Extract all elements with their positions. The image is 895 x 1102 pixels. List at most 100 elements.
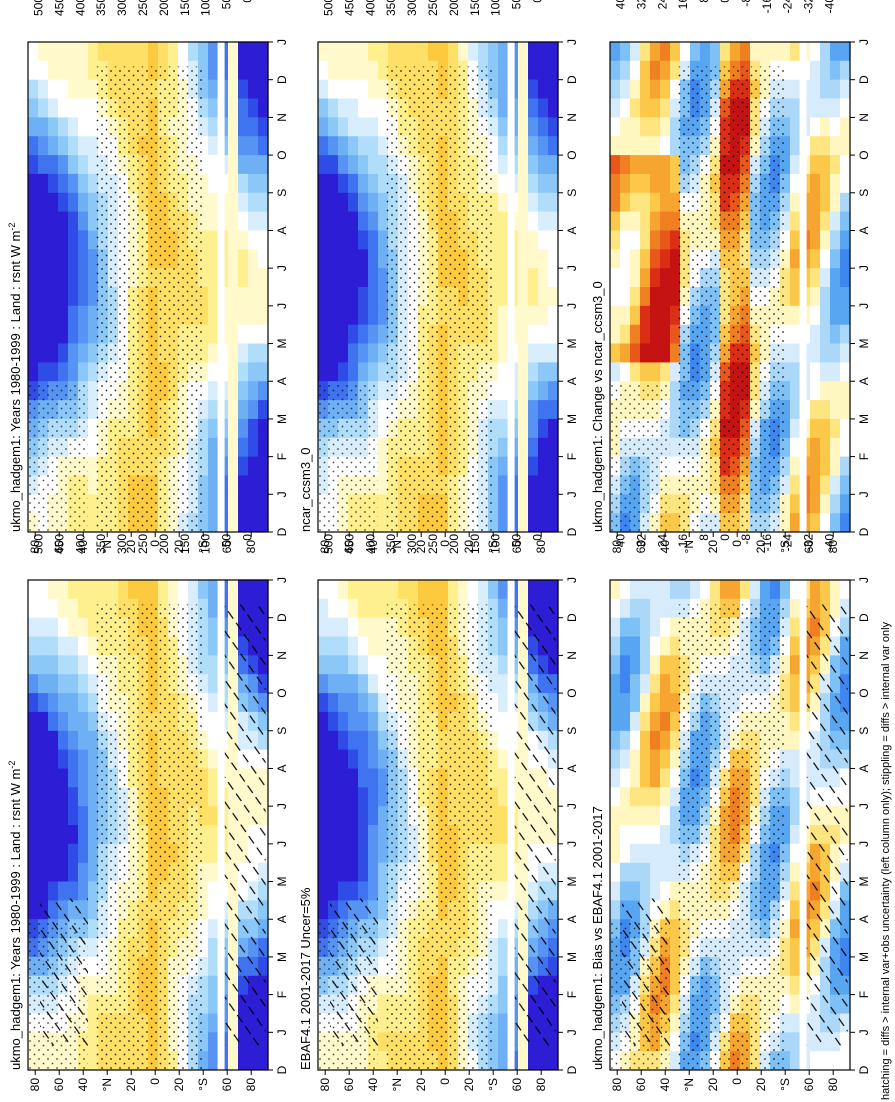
- heat-cell: [358, 286, 369, 306]
- heat-cell: [258, 248, 269, 269]
- heat-cell: [620, 617, 631, 637]
- heat-cell: [620, 843, 631, 863]
- heat-cell: [830, 248, 841, 269]
- heat-cell: [78, 97, 89, 118]
- heat-cell: [168, 579, 179, 599]
- heat-cell: [790, 324, 801, 344]
- colorbar-label: 150: [468, 534, 482, 554]
- heat-cell: [368, 692, 379, 712]
- heat-cell: [68, 342, 79, 363]
- y-tick-label: 80: [318, 1078, 332, 1092]
- heat-cell: [208, 116, 219, 137]
- heat-cell: [830, 305, 841, 325]
- y-tick-label: 0: [730, 540, 744, 547]
- heat-cell: [68, 635, 79, 656]
- heat-cell: [328, 361, 339, 382]
- heat-cell: [58, 79, 69, 99]
- heat-cell: [338, 229, 349, 250]
- heat-cell: [258, 60, 269, 80]
- heat-cell: [68, 192, 79, 212]
- colorbar-label: 0: [531, 0, 545, 3]
- heat-cell: [650, 767, 661, 788]
- heat-cell: [610, 60, 621, 80]
- heat-cell: [840, 399, 851, 419]
- heat-cell: [348, 192, 359, 212]
- heat-cell: [840, 474, 851, 495]
- heat-cell: [610, 229, 621, 250]
- heat-cell: [790, 824, 801, 844]
- heat-cell: [408, 41, 419, 61]
- heat-cell: [48, 79, 59, 99]
- heat-cell: [348, 229, 359, 250]
- heat-cell: [810, 248, 821, 269]
- heat-cell: [498, 286, 509, 306]
- heat-cell: [58, 692, 69, 712]
- heat-cell: [358, 192, 369, 212]
- heat-cell: [640, 324, 651, 344]
- heat-cell: [348, 749, 359, 769]
- heat-cell: [538, 41, 549, 61]
- heat-cell: [228, 173, 239, 193]
- heat-cell: [498, 975, 509, 995]
- heat-cell: [58, 805, 69, 825]
- heat-cell: [348, 730, 359, 750]
- heat-cell: [620, 635, 631, 656]
- panel-title-sup: -2: [7, 223, 17, 231]
- heat-cell: [840, 97, 851, 118]
- y-tick-label: 0: [438, 540, 452, 547]
- heat-cell: [650, 154, 661, 174]
- heat-cell: [208, 399, 219, 419]
- y-tick-label: 60: [342, 1078, 356, 1092]
- heat-cell: [630, 786, 641, 807]
- heat-cell: [318, 361, 329, 382]
- heat-cell: [640, 579, 651, 599]
- heat-cell: [228, 41, 239, 61]
- heat-cell: [620, 749, 631, 769]
- heat-cell: [228, 456, 239, 476]
- heat-cell: [68, 654, 79, 675]
- heat-cell: [518, 267, 529, 287]
- heat-cell: [148, 579, 159, 599]
- heat-cell: [630, 673, 641, 694]
- heat-cell: [338, 116, 349, 137]
- heat-cell: [528, 474, 539, 495]
- heat-cell: [548, 135, 559, 156]
- heat-cell: [78, 342, 89, 363]
- heat-cell: [348, 805, 359, 825]
- heat-cell: [58, 286, 69, 306]
- heat-cell: [810, 79, 821, 99]
- y-tick-label: 80: [244, 1078, 258, 1092]
- heat-cell: [208, 154, 219, 174]
- heat-cell: [690, 41, 701, 61]
- heat-cell: [208, 862, 219, 882]
- heat-cell: [318, 267, 329, 287]
- heat-cell: [348, 173, 359, 193]
- heat-cell: [328, 767, 339, 788]
- heat-cell: [548, 1050, 559, 1070]
- heat-cell: [238, 60, 249, 80]
- heat-cell: [498, 711, 509, 731]
- heat-cell: [660, 654, 671, 675]
- heat-cell: [328, 824, 339, 844]
- heat-cell: [28, 862, 39, 882]
- heat-cell: [358, 692, 369, 712]
- heat-cell: [810, 493, 821, 514]
- heat-cell: [78, 805, 89, 825]
- heat-cell: [248, 135, 259, 156]
- heat-cell: [620, 767, 631, 788]
- heat-cell: [358, 60, 369, 80]
- heat-cell: [538, 211, 549, 231]
- heat-cell: [358, 654, 369, 675]
- heat-cell: [358, 843, 369, 863]
- heat-cell: [28, 654, 39, 675]
- heat-cell: [640, 805, 651, 825]
- heat-cell: [258, 286, 269, 306]
- colorbar-label: -16: [760, 0, 774, 13]
- heat-cell: [830, 399, 841, 419]
- heat-cell: [620, 579, 631, 599]
- heat-cell: [640, 692, 651, 712]
- heat-cell: [38, 324, 49, 344]
- heat-cell: [318, 862, 329, 882]
- heat-cell: [38, 229, 49, 250]
